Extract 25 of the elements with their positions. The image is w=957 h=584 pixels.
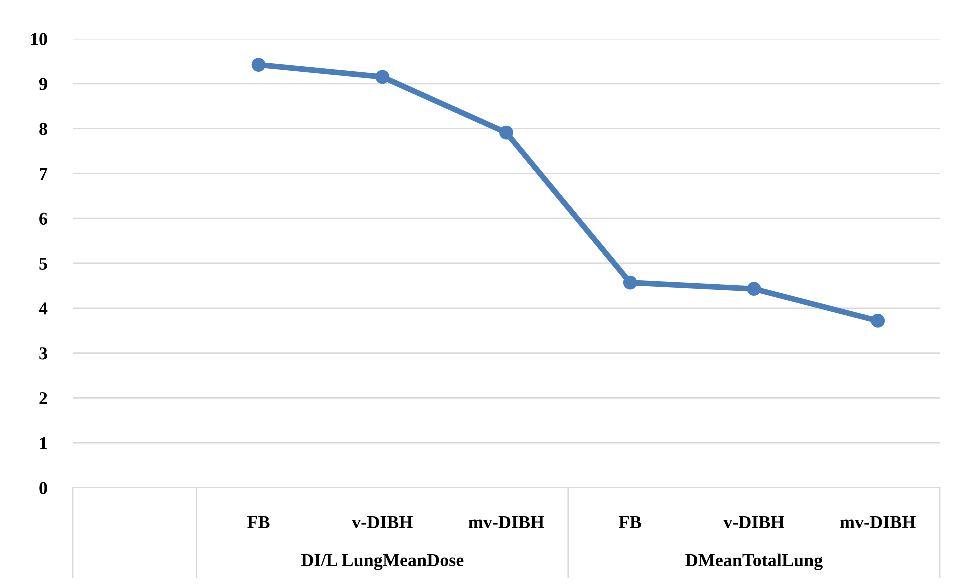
y-tick-label: 3	[40, 348, 48, 360]
x-tick-label: v-DIBH	[352, 516, 413, 528]
y-tick-label: 10	[31, 33, 48, 46]
point	[500, 126, 514, 140]
text: DI/L LungMeanDose	[301, 554, 464, 570]
x-tick-label: FB	[248, 516, 270, 528]
point	[376, 70, 390, 84]
y-tick-label: 2	[40, 392, 48, 404]
y-tick-label: 6	[40, 212, 48, 226]
y-tick-label: 9	[39, 78, 48, 90]
y-tick-label: 5	[40, 258, 48, 270]
point	[623, 276, 638, 290]
x-tick-label: mv-DIBH	[840, 516, 916, 528]
x-tick-label: v-DIBH	[724, 516, 785, 528]
y-tick-label: 8	[40, 123, 48, 136]
y-tick-label: 7	[40, 168, 48, 180]
y-tick-label: 1	[40, 437, 48, 450]
point	[747, 282, 762, 296]
text: DMeanTotalLung	[686, 554, 823, 570]
point	[252, 58, 266, 72]
y-tick-label: 0	[40, 482, 48, 494]
y-tick-label: 4	[39, 302, 48, 315]
x-tick-label: FB	[619, 516, 642, 528]
x-tick-label: mv-DIBH	[468, 516, 544, 528]
point	[871, 314, 886, 328]
